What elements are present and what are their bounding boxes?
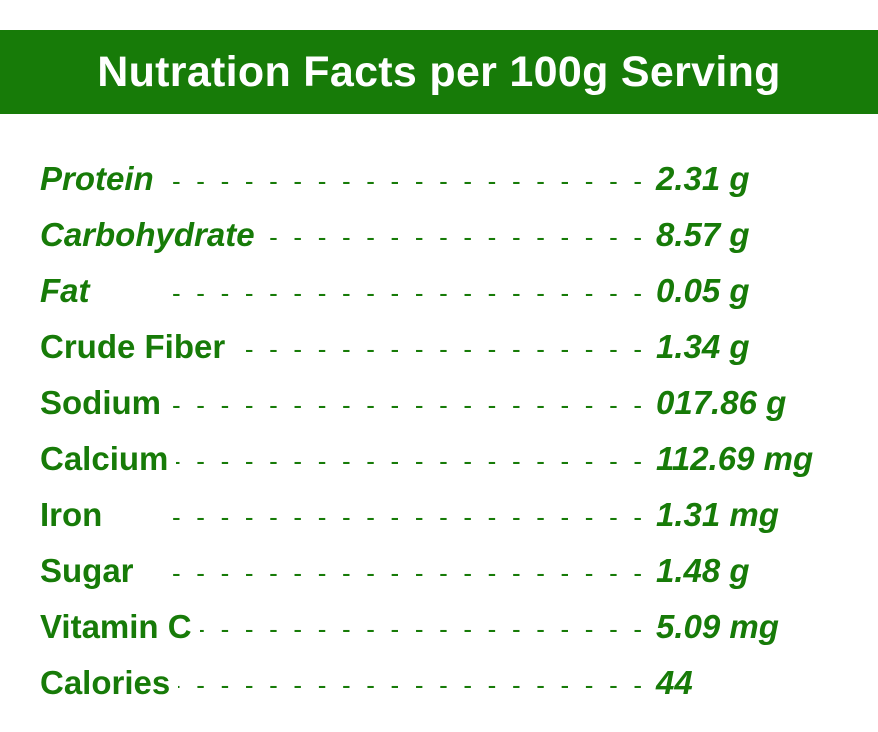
nutrient-value: 2.31 g [652,160,750,198]
nutrient-value: 1.34 g [652,328,750,366]
nutrient-value: 44 [652,664,693,702]
nutrient-row-calories: Calories - - - - - - - - - - - - - - - -… [0,656,878,712]
nutrient-label: Fat [40,272,98,310]
nutrient-row-sugar: Sugar - - - - - - - - - - - - - - - - - … [0,544,878,600]
nutrient-row-iron: Iron - - - - - - - - - - - - - - - - - -… [0,488,878,544]
dotted-leader: - - - - - - - - - - - - - - - - - - - - … [172,670,642,700]
nutrient-row-vitamin-c: Vitamin C - - - - - - - - - - - - - - - … [0,600,878,656]
nutrient-row-protein: Protein - - - - - - - - - - - - - - - - … [0,152,878,208]
nutrient-label: Sodium [40,384,169,422]
nutrient-label: Crude Fiber [40,328,234,366]
nutrient-label: Calcium [40,440,177,478]
nutrient-label: Iron [40,496,111,534]
nutrient-label: Protein [40,160,162,198]
dotted-leader: - - - - - - - - - - - - - - - - - - - - … [172,502,642,532]
dotted-leader: - - - - - - - - - - - - - - - - - - - - … [172,614,642,644]
dotted-leader: - - - - - - - - - - - - - - - - - - - - … [172,334,642,364]
nutrient-row-fat: Fat - - - - - - - - - - - - - - - - - - … [0,264,878,320]
nutrient-value: 112.69 mg [652,440,814,478]
nutrient-value: 8.57 g [652,216,750,254]
nutrient-row-carbohydrate: Carbohydrate - - - - - - - - - - - - - -… [0,208,878,264]
nutrient-value: 1.31 mg [652,496,779,534]
dotted-leader: - - - - - - - - - - - - - - - - - - - - … [172,446,642,476]
dotted-leader: - - - - - - - - - - - - - - - - - - - - … [172,278,642,308]
nutrient-value: 017.86 g [652,384,787,422]
nutrient-row-calcium: Calcium - - - - - - - - - - - - - - - - … [0,432,878,488]
dotted-leader: - - - - - - - - - - - - - - - - - - - - … [172,390,642,420]
dotted-leader: - - - - - - - - - - - - - - - - - - - - … [172,166,642,196]
nutrient-label: Calories [40,664,179,702]
nutrient-value: 5.09 mg [652,608,779,646]
nutrient-row-crude-fiber: Crude Fiber - - - - - - - - - - - - - - … [0,320,878,376]
title-banner: Nutration Facts per 100g Serving [0,30,878,114]
nutrient-label: Vitamin C [40,608,200,646]
page-title: Nutration Facts per 100g Serving [97,47,781,96]
nutrient-row-sodium: Sodium - - - - - - - - - - - - - - - - -… [0,376,878,432]
nutrient-value: 1.48 g [652,552,750,590]
nutrient-label: Sugar [40,552,142,590]
dotted-leader: - - - - - - - - - - - - - - - - - - - - … [172,558,642,588]
nutrient-label: Carbohydrate [40,216,263,254]
nutrient-value: 0.05 g [652,272,750,310]
nutrition-list: Protein - - - - - - - - - - - - - - - - … [0,152,878,712]
